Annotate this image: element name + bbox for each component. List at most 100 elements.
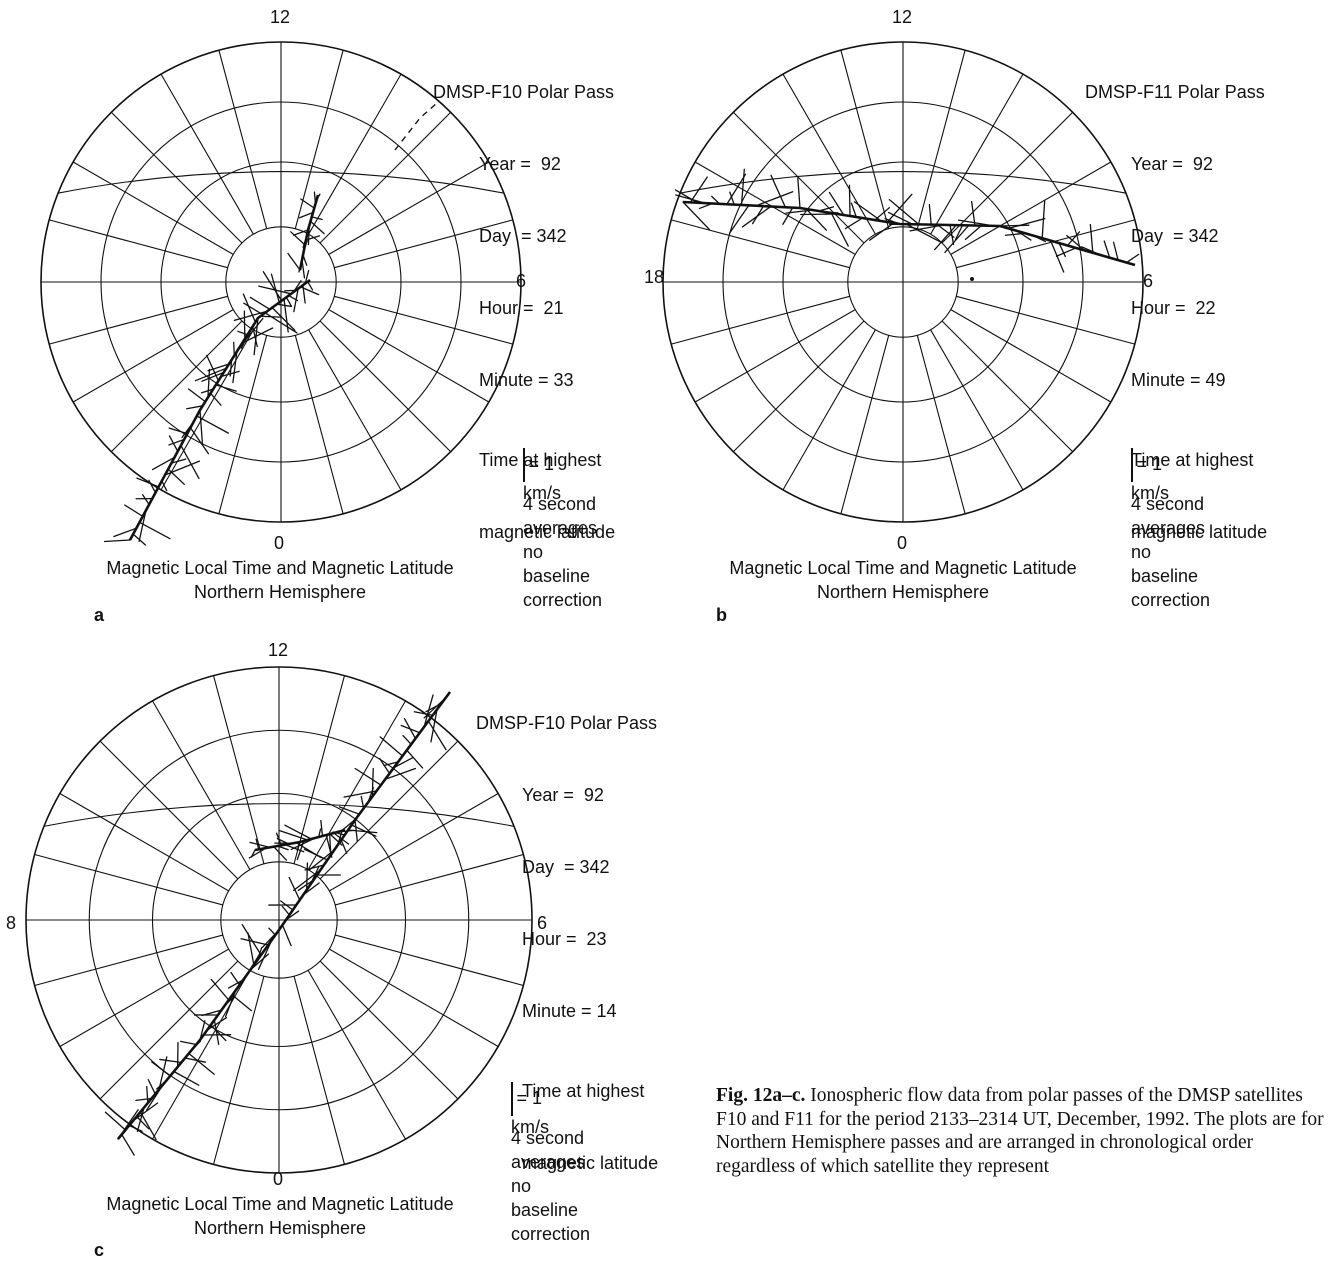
mlt-meridian xyxy=(782,329,876,491)
mlt-meridian xyxy=(328,161,490,255)
satellite-track xyxy=(128,278,311,541)
flow-vector xyxy=(201,1009,223,1017)
flow-vector xyxy=(186,405,204,410)
pass-day: Day = 342 xyxy=(522,857,610,877)
flow-vector xyxy=(210,978,230,1001)
pass-minute: Minute = 33 xyxy=(479,370,574,390)
mlt-tick-right: 6 xyxy=(516,271,527,291)
flow-vector xyxy=(146,1085,149,1104)
flow-vector xyxy=(371,767,374,798)
axis-caption-2: Northern Hemisphere xyxy=(193,1218,367,1238)
time-note-1: Time at highest xyxy=(522,1081,645,1101)
mlt-tick-left: 8 xyxy=(6,913,17,933)
satellite-track xyxy=(394,102,438,151)
mlt-meridian xyxy=(335,934,524,987)
avg-line-1: 4 second averages xyxy=(1131,494,1206,538)
flow-vector xyxy=(168,427,188,435)
pass-year: Year = 92 xyxy=(522,785,604,805)
scale-label: = 1 km/s xyxy=(1131,453,1169,503)
axis-caption: Magnetic Local Time and Magnetic Latitud… xyxy=(60,1192,500,1240)
flow-vector xyxy=(755,191,794,207)
mlt-meridian xyxy=(956,219,1135,269)
flow-vector xyxy=(151,1061,171,1077)
mlt-meridian xyxy=(319,320,452,453)
flow-vector xyxy=(187,388,206,403)
flow-vector xyxy=(128,1124,143,1132)
flow-vector xyxy=(379,736,404,757)
mlt-meridian xyxy=(218,335,268,514)
flow-vector xyxy=(207,368,211,399)
flow-vector xyxy=(249,841,271,848)
flow-vector xyxy=(199,409,204,446)
mlt-meridian xyxy=(212,976,265,1165)
pass-day: Day = 342 xyxy=(1131,226,1219,246)
flow-vector xyxy=(729,191,735,206)
pass-title: DMSP-F10 Polar Pass xyxy=(433,82,615,102)
flow-vector xyxy=(232,350,238,384)
terminator-line xyxy=(43,803,515,827)
flow-vector xyxy=(304,864,325,871)
flow-vector xyxy=(406,749,424,769)
flow-vector xyxy=(113,527,138,538)
pass-info: DMSP-F10 Polar Pass Year = 92 Day = 342 … xyxy=(476,663,658,1223)
mlt-meridian xyxy=(294,50,344,229)
flow-vector xyxy=(1041,200,1046,239)
flow-vector xyxy=(253,317,259,356)
flow-vector xyxy=(189,427,210,455)
mlt-meridian xyxy=(930,329,1024,491)
flow-vector xyxy=(124,504,144,518)
flow-vector xyxy=(844,217,864,230)
flow-vector xyxy=(293,229,309,236)
flow-vector xyxy=(262,271,283,302)
axis-caption-1: Magnetic Local Time and Magnetic Latitud… xyxy=(106,558,454,578)
mlt-meridian xyxy=(160,73,254,235)
panel-letter: c xyxy=(94,1240,105,1260)
mlt-meridian xyxy=(782,73,876,235)
mlt-meridian xyxy=(72,161,234,255)
mlt-meridian xyxy=(319,740,459,880)
figure-label: Fig. 12a–c. xyxy=(716,1085,806,1106)
flow-vector xyxy=(103,539,131,543)
mlt-tick-top: 12 xyxy=(892,7,913,27)
mlt-meridian xyxy=(916,50,966,229)
mlt-meridian xyxy=(328,309,490,403)
mlt-meridian xyxy=(293,675,346,864)
flow-vector xyxy=(1125,253,1140,264)
mlt-meridian xyxy=(694,161,856,255)
scale-bar xyxy=(1131,448,1133,482)
pass-year: Year = 92 xyxy=(1131,154,1213,174)
flow-vector xyxy=(159,1058,183,1064)
flow-vector xyxy=(393,757,414,769)
flow-vector xyxy=(869,222,895,241)
flow-vector xyxy=(770,174,787,208)
time-note-2: magnetic latitude xyxy=(1131,522,1268,542)
axis-caption: Magnetic Local Time and Magnetic Latitud… xyxy=(60,556,500,604)
scale-bar xyxy=(523,448,525,482)
flow-vector xyxy=(360,795,365,810)
mlt-tick-top: 12 xyxy=(270,7,291,27)
avg-line-2: no baseline correction xyxy=(511,1176,591,1244)
flow-vector xyxy=(308,849,335,871)
mlt-tick-right: 6 xyxy=(537,913,548,933)
flow-vector xyxy=(231,994,252,1012)
mlt-tick-top: 12 xyxy=(268,640,289,660)
flow-vector xyxy=(121,1133,135,1156)
flow-vector xyxy=(729,204,750,234)
data-dot xyxy=(970,277,974,281)
flow-vector xyxy=(936,224,955,238)
flow-vector xyxy=(1112,241,1119,261)
figure-caption-text: Ionospheric flow data from polar passes … xyxy=(716,1085,1324,1177)
mlt-meridian xyxy=(152,700,251,870)
avg-line-1: 4 second averages xyxy=(511,1128,586,1172)
flow-vector xyxy=(888,198,920,226)
mlt-meridian xyxy=(840,335,890,514)
flow-vector xyxy=(305,862,309,891)
satellite-track xyxy=(298,194,320,271)
flow-vector xyxy=(402,734,412,746)
pass-info: DMSP-F11 Polar Pass Year = 92 Day = 342 … xyxy=(1085,32,1267,592)
mlt-meridian xyxy=(293,976,346,1165)
flow-vector xyxy=(104,1111,127,1131)
mlt-meridian xyxy=(49,219,228,269)
